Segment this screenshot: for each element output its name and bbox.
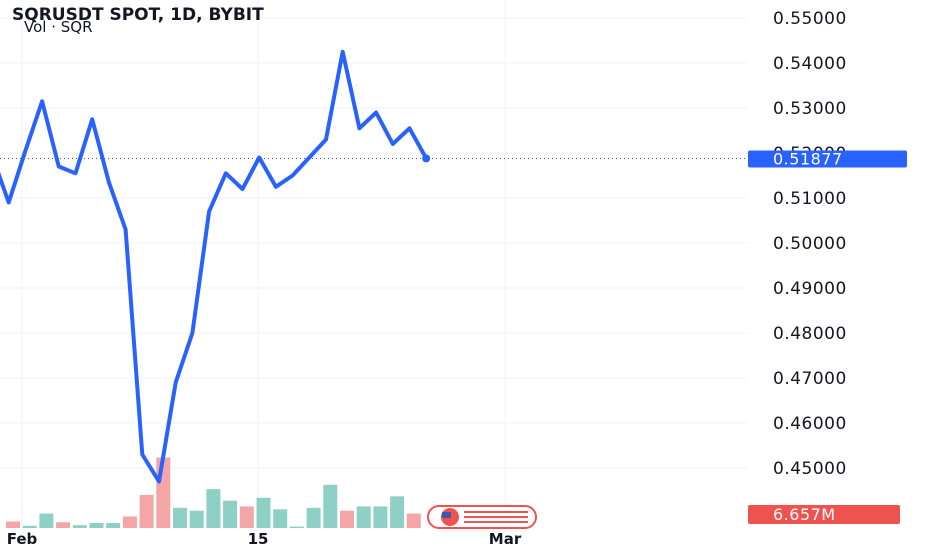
volume-badge: 6.657M xyxy=(748,505,900,524)
volume-bar xyxy=(39,513,54,528)
volume-bar xyxy=(356,506,371,528)
volume-bar xyxy=(390,496,405,528)
y-tick-label: 0.49000 xyxy=(773,279,847,299)
volume-bar xyxy=(340,510,354,528)
volume-bar xyxy=(122,516,137,528)
volume-bar xyxy=(206,489,221,528)
price-axis[interactable]: 0.550000.540000.530000.520000.510000.500… xyxy=(773,9,847,479)
y-tick-label: 0.47000 xyxy=(773,369,847,389)
logo-flag-icon xyxy=(442,512,451,518)
volume-bars xyxy=(6,457,421,528)
volume-bar xyxy=(106,522,121,528)
y-tick-label: 0.54000 xyxy=(773,54,847,74)
volume-bar xyxy=(189,510,204,528)
volume-bar xyxy=(89,522,104,528)
volume-bar xyxy=(406,513,421,528)
volume-bar xyxy=(56,522,71,528)
grid-lines xyxy=(0,0,748,528)
volume-badge-text: 6.657M xyxy=(773,505,836,524)
tradingview-logo[interactable] xyxy=(427,505,537,529)
x-tick-label: 15 xyxy=(248,530,269,548)
x-tick-label: Feb xyxy=(7,530,38,548)
volume-bar xyxy=(256,497,271,528)
volume-bar xyxy=(173,507,187,528)
volume-bar xyxy=(139,494,154,528)
volume-bar xyxy=(323,484,338,528)
grid-horizontal xyxy=(0,17,748,469)
last-price-marker xyxy=(422,154,431,163)
y-tick-label: 0.46000 xyxy=(773,414,847,434)
volume-bar xyxy=(239,506,254,528)
volume-bar xyxy=(273,509,288,528)
x-tick-label: Mar xyxy=(489,530,522,548)
volume-indicator-label: Vol · SQR xyxy=(24,18,93,36)
volume-badge-bg xyxy=(748,505,900,524)
y-tick-label: 0.50000 xyxy=(773,234,847,254)
volume-bar xyxy=(72,525,87,528)
chart-title: SQRUSDT SPOT, 1D, BYBIT xyxy=(12,5,264,25)
last-price-badge-bg xyxy=(748,150,907,168)
y-tick-label: 0.53000 xyxy=(773,99,847,119)
volume-bar xyxy=(223,500,238,528)
time-axis[interactable]: Feb 15 Mar xyxy=(7,530,522,548)
volume-bar xyxy=(306,507,321,528)
y-tick-label: 0.48000 xyxy=(773,324,847,344)
volume-bar xyxy=(22,525,37,528)
volume-bar xyxy=(373,506,388,528)
y-tick-label: 0.55000 xyxy=(773,9,847,29)
last-price-badge-text: 0.51877 xyxy=(773,150,843,169)
y-tick-label: 0.45000 xyxy=(773,459,847,479)
volume-bar xyxy=(289,526,304,528)
last-price-badge: 0.51877 xyxy=(748,150,907,169)
y-tick-label: 0.51000 xyxy=(773,189,847,209)
price-series-line xyxy=(0,49,429,484)
volume-bar xyxy=(6,521,20,528)
